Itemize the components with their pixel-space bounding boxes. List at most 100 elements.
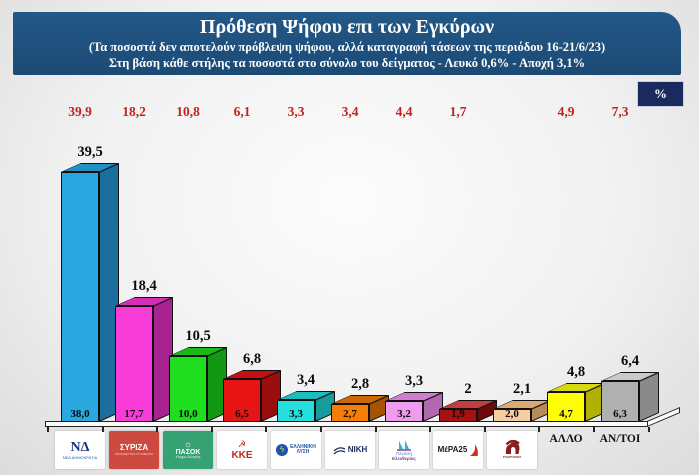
bar-base-value-label: 38,0	[70, 408, 90, 420]
bar-value-label: 10,5	[185, 328, 211, 344]
party-logo-text-line: ΚΚΕ	[231, 449, 253, 461]
bar-base-value-label: 2,7	[343, 408, 357, 420]
party-logo-nea-dimokratia: ΝΔ ΝΕΑ ΔΗΜΟΚΡΑΤΙΑ	[55, 431, 105, 469]
bar-base-value-label: 6,3	[613, 408, 627, 420]
spartan-helmet-icon	[505, 440, 520, 455]
party-logo-text: ΣΠΑΡΤΙΑΤΕΣ	[503, 456, 521, 460]
bar-column-elliniki-lysi: 3,3 3,4 3,3 ϟ ΕΛΛΗΝΙΚΗ ΛΥΣΗ	[267, 0, 345, 475]
axis-tick	[156, 427, 159, 432]
party-logo-text-line: ΛΥΣΗ	[296, 449, 310, 455]
party-logo-pasok: ☼ ΠΑΣΟΚ Κίνημα Αλλαγής	[163, 431, 213, 469]
bar-base-value-label: 1,9	[451, 408, 465, 420]
previous-period-value: 3,3	[287, 104, 305, 119]
percent-unit-badge: %	[637, 81, 684, 107]
header-banner: Πρόθεση Ψήφου επι των Εγκύρων (Τα ποσοστ…	[13, 12, 681, 75]
axis-tick	[47, 427, 49, 432]
bar-front-face: 38,0	[61, 172, 99, 422]
bar-column-mera25: 1,7 2 1,9 ΜέΡΑ25	[429, 0, 507, 475]
bar-front-face: 1,9	[439, 408, 477, 422]
bar-column-allo: 4,9 4,8 4,7 ΑΛΛΟ	[537, 0, 615, 475]
bar-base-value-label: 3,2	[397, 408, 411, 420]
party-logo-text-line: ΣΥΡΙΖΑ	[119, 442, 149, 452]
axis-tick	[593, 427, 595, 432]
party-logo-text-line: ΝΕΑ ΔΗΜΟΚΡΑΤΙΑ	[62, 454, 98, 460]
bar-value-label: 18,4	[131, 278, 157, 294]
bar-value-label: 6,4	[620, 353, 640, 369]
party-logo-kke: ☭ ΚΚΕ	[217, 431, 267, 469]
previous-period-value: 18,2	[122, 104, 146, 119]
axis-tick	[320, 427, 322, 432]
bar-base-value-label: 2,0	[505, 408, 519, 420]
previous-period-value: 3,4	[341, 104, 359, 119]
axis-tick	[429, 427, 432, 432]
party-logo-text: ΚΚΕ	[231, 450, 252, 461]
bar-front-face: 6,5	[223, 379, 261, 422]
party-logo-text: ΠΑΣΟΚ Κίνημα Αλλαγής	[176, 449, 201, 461]
party-logo-text: ΝΔ ΝΕΑ ΔΗΜΟΚΡΑΤΙΑ	[63, 440, 98, 460]
party-logo-text: Πλεύση Ελευθερίας	[392, 450, 416, 462]
bar-column-niki: 3,4 2,8 2,7 ΝΙΚΗ	[321, 0, 399, 475]
bar-column-pasok: 10,8 10,5 10,0 ☼ ΠΑΣΟΚ Κίνημα Αλλαγής	[159, 0, 237, 475]
axis-tick	[374, 427, 377, 432]
party-logo-text-line: Πλεύση	[395, 450, 413, 456]
axis-tick	[538, 427, 541, 432]
bar-column-syriza: 18,2 18,4 17,7 ΣΥΡΙΖΑ ΠΡΟΟΔΕΥΤΙΚΗ ΣΥΜΜΑΧΙ…	[105, 0, 183, 475]
bar-column-plefsi-eleftherias: 4,4 3,3 3,2 Πλεύση Ελευθερίας	[375, 0, 453, 475]
axis-tick	[265, 427, 268, 432]
party-logo-spartiates: ΣΠΑΡΤΙΑΤΕΣ	[487, 431, 537, 469]
bar-front-face: 2,0	[493, 408, 531, 422]
niki-wing-icon	[333, 447, 346, 455]
mera-swoosh-icon	[470, 444, 479, 456]
party-logo-elliniki-lysi: ϟ ΕΛΛΗΝΙΚΗ ΛΥΣΗ	[271, 431, 321, 469]
bar-value-label: 6,8	[242, 351, 262, 367]
bar-value-label: 2,8	[350, 376, 370, 392]
party-logo-text: ΕΛΛΗΝΙΚΗ ΛΥΣΗ	[290, 443, 316, 456]
party-logo-text-line: ΝΔ	[70, 440, 90, 456]
bar-front-face: 10,0	[169, 356, 207, 422]
bar-front-face: 4,7	[547, 392, 585, 422]
party-logo-anapofasistoi: ΑΝ/ΤΟΙ	[599, 433, 641, 445]
bar-column-anapofasistoi: 7,3 6,4 6,3 ΑΝ/ΤΟΙ	[591, 0, 669, 475]
bar-base-value-label: 10,0	[178, 408, 198, 420]
party-logo-syriza: ΣΥΡΙΖΑ ΠΡΟΟΔΕΥΤΙΚΗ ΣΥΜΜΑΧΙΑ	[109, 431, 159, 469]
bar-value-label: 3,4	[296, 372, 316, 388]
bar-value-label: 39,5	[77, 144, 103, 160]
party-logo-mera25: ΜέΡΑ25	[433, 431, 483, 469]
bar-front-face: 6,3	[601, 381, 639, 422]
party-logo-text-line: ΕΛΛΗΝΙΚΗ	[290, 443, 316, 450]
bar-front-face: 17,7	[115, 306, 153, 422]
axis-tick	[483, 427, 486, 432]
header-subtitle-2: Στη βάση κάθε στήλης τα ποσοστά στο σύνο…	[108, 56, 586, 70]
bar-base-value-label: 17,7	[124, 408, 144, 420]
party-logo-allo: ΑΛΛΟ	[549, 433, 583, 445]
bar-base-value-label: 4,7	[559, 408, 573, 420]
party-logo-text-line: Κίνημα Αλλαγής	[175, 455, 201, 460]
party-logo-text-line: ΠΑΣΟΚ	[175, 448, 201, 456]
bar-front-face: 3,3	[277, 400, 315, 422]
axis-tick	[647, 427, 650, 432]
hammer-sickle-icon: ☭	[237, 438, 247, 449]
header-subtitle-1: (Τα ποσοστά δεν αποτελούν πρόβλεψη ψήφου…	[88, 40, 606, 54]
page-title: Πρόθεση Ψήφου επι των Εγκύρων	[199, 16, 495, 38]
bar-value-label: 2	[464, 381, 472, 397]
axis-tick	[210, 427, 213, 432]
party-logo-text-line: ΜέΡΑ25	[437, 444, 468, 454]
party-logo-niki: ΝΙΚΗ	[325, 431, 375, 469]
sun-icon: ☼	[183, 438, 193, 449]
bar-value-label: 3,3	[404, 373, 424, 389]
bar-value-label: 4,8	[566, 364, 586, 380]
party-logo-text: ΝΙΚΗ	[348, 445, 368, 455]
party-logo-text-line: ΠΡΟΟΔΕΥΤΙΚΗ ΣΥΜΜΑΧΙΑ	[114, 451, 154, 456]
previous-period-value: 7,3	[611, 104, 629, 119]
bar-column-kke: 6,1 6,8 6,5 ☭ ΚΚΕ	[213, 0, 291, 475]
previous-period-value: 4,4	[395, 104, 413, 119]
party-logo-text: ΜέΡΑ25	[437, 444, 468, 455]
lightning-circle-icon: ϟ	[276, 444, 289, 456]
previous-period-value: 6,1	[233, 104, 251, 119]
previous-period-value: 4,9	[557, 104, 575, 119]
party-logo-plefsi-eleftherias: Πλεύση Ελευθερίας	[379, 431, 429, 469]
axis-tick	[101, 427, 104, 432]
bar-column-nea-dimokratia: 39,9 39,5 38,0 ΝΔ ΝΕΑ ΔΗΜΟΚΡΑΤΙΑ	[51, 0, 129, 475]
bar-base-value-label: 6,5	[235, 408, 249, 420]
